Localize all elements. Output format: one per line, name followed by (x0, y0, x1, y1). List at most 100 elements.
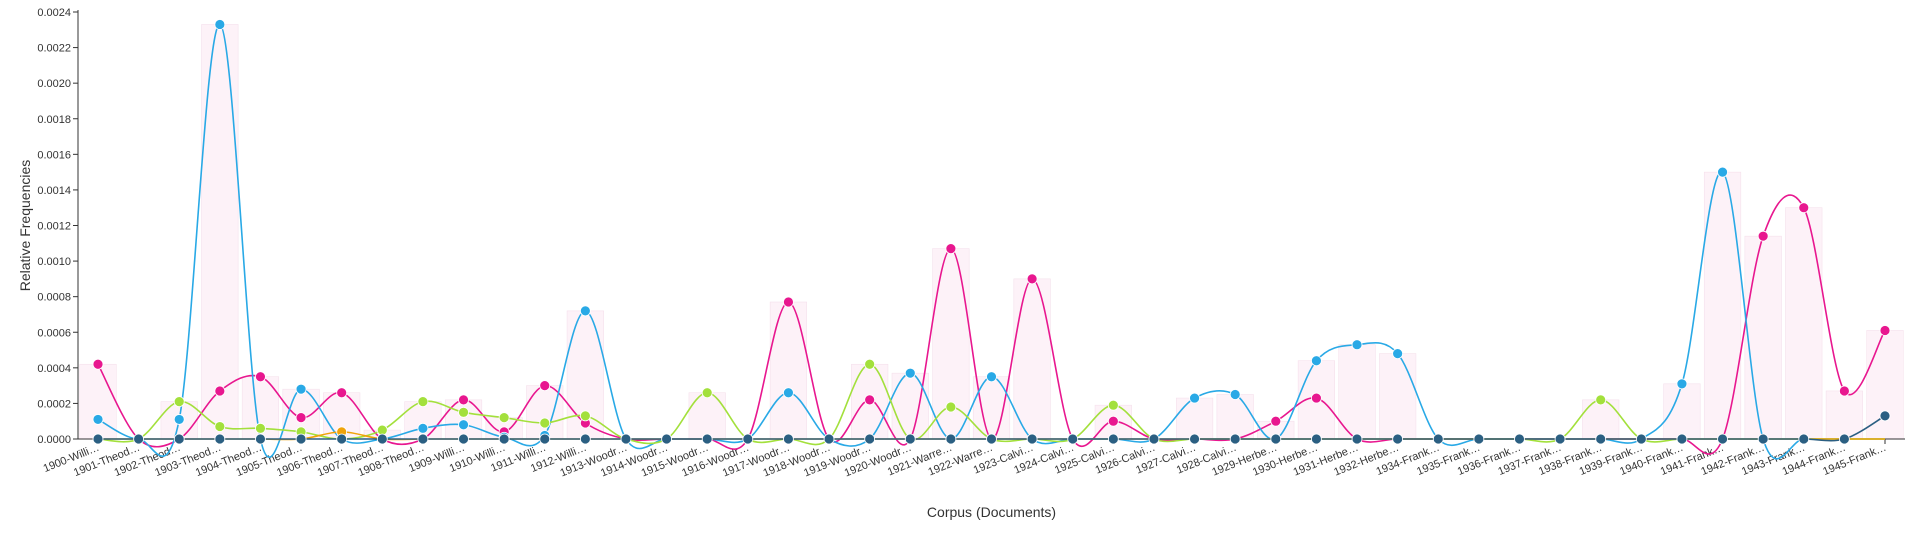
data-point[interactable] (295, 412, 307, 424)
data-point[interactable] (539, 380, 551, 392)
data-point[interactable] (1351, 339, 1363, 351)
data-point[interactable] (1717, 433, 1728, 445)
data-point[interactable] (1148, 433, 1160, 445)
data-point[interactable] (1595, 394, 1607, 406)
data-point[interactable] (92, 433, 104, 445)
data-point[interactable] (214, 385, 226, 397)
data-point[interactable] (255, 433, 266, 445)
data-point[interactable] (579, 305, 591, 317)
data-point[interactable] (1676, 433, 1688, 445)
data-point[interactable] (1229, 433, 1241, 445)
data-point[interactable] (783, 296, 794, 308)
data-point[interactable] (1351, 433, 1363, 445)
data-point[interactable] (1554, 433, 1566, 445)
data-point[interactable] (295, 433, 307, 445)
data-point[interactable] (1026, 273, 1038, 285)
data-point[interactable] (701, 433, 713, 445)
data-point[interactable] (1838, 385, 1850, 397)
data-point[interactable] (1107, 415, 1119, 427)
data-point[interactable] (1189, 392, 1200, 404)
data-point[interactable] (945, 243, 957, 255)
data-point[interactable] (1270, 433, 1282, 445)
data-point[interactable] (458, 419, 469, 431)
background-bar (1379, 353, 1417, 440)
data-point[interactable] (539, 417, 551, 429)
data-point[interactable] (1757, 230, 1769, 242)
data-point[interactable] (986, 433, 997, 445)
background-bar (688, 392, 726, 440)
data-point[interactable] (620, 433, 632, 445)
data-point[interactable] (1311, 355, 1322, 367)
data-point[interactable] (417, 433, 429, 445)
data-point[interactable] (864, 433, 876, 445)
data-point[interactable] (255, 422, 266, 434)
data-point[interactable] (904, 367, 916, 379)
series-points[interactable] (92, 19, 1891, 445)
data-point[interactable] (1595, 433, 1607, 445)
data-point[interactable] (701, 387, 713, 399)
data-point[interactable] (742, 433, 754, 445)
data-point[interactable] (1514, 433, 1525, 445)
data-point[interactable] (92, 414, 104, 425)
data-point[interactable] (823, 433, 835, 445)
data-point[interactable] (255, 371, 266, 383)
data-point[interactable] (1067, 433, 1079, 445)
data-point[interactable] (1676, 378, 1688, 390)
data-point[interactable] (417, 396, 429, 408)
data-point[interactable] (1798, 433, 1810, 445)
data-point[interactable] (904, 433, 916, 445)
y-tick-label: 0.0018 (37, 114, 71, 126)
data-point[interactable] (214, 19, 226, 30)
data-point[interactable] (336, 433, 348, 445)
data-point[interactable] (498, 433, 510, 445)
data-point[interactable] (864, 394, 876, 406)
data-point[interactable] (783, 433, 794, 445)
data-point[interactable] (945, 433, 957, 445)
data-point[interactable] (458, 433, 469, 445)
data-point[interactable] (1107, 433, 1119, 445)
data-point[interactable] (579, 433, 591, 445)
data-point[interactable] (1026, 433, 1038, 445)
data-point[interactable] (1879, 325, 1891, 336)
data-point[interactable] (1798, 202, 1810, 214)
data-point[interactable] (1432, 433, 1444, 445)
data-point[interactable] (1635, 433, 1647, 445)
data-point[interactable] (579, 410, 591, 422)
data-point[interactable] (376, 433, 388, 445)
data-point[interactable] (417, 422, 429, 434)
data-point[interactable] (1879, 410, 1891, 422)
data-point[interactable] (783, 387, 794, 399)
data-point[interactable] (458, 394, 469, 406)
data-point[interactable] (1838, 433, 1850, 445)
background-bar (1866, 330, 1904, 440)
data-point[interactable] (498, 412, 510, 424)
data-point[interactable] (661, 433, 672, 445)
data-point[interactable] (214, 433, 226, 445)
data-point[interactable] (1270, 415, 1282, 427)
data-point[interactable] (1473, 433, 1485, 445)
data-point[interactable] (1311, 433, 1322, 445)
data-point[interactable] (336, 387, 348, 399)
data-point[interactable] (133, 433, 145, 445)
data-point[interactable] (1392, 348, 1404, 360)
data-point[interactable] (214, 421, 226, 432)
data-point[interactable] (1392, 433, 1404, 445)
data-point[interactable] (173, 433, 185, 445)
data-point[interactable] (539, 433, 551, 445)
data-point[interactable] (1757, 433, 1769, 445)
data-point[interactable] (1229, 389, 1241, 400)
data-point[interactable] (1107, 399, 1119, 411)
data-point[interactable] (295, 383, 307, 395)
data-point[interactable] (1717, 166, 1728, 178)
data-point[interactable] (1311, 392, 1322, 404)
data-point[interactable] (1189, 433, 1200, 445)
data-point[interactable] (458, 406, 469, 418)
data-point[interactable] (986, 371, 997, 383)
data-point[interactable] (945, 401, 957, 413)
data-point[interactable] (92, 358, 104, 370)
y-tick-label: 0.0022 (37, 43, 71, 55)
data-point[interactable] (864, 358, 876, 370)
data-point[interactable] (173, 396, 185, 408)
data-point[interactable] (173, 414, 185, 425)
